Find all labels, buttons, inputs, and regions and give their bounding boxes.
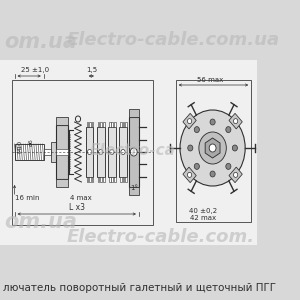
Bar [87, 177, 88, 182]
Circle shape [110, 149, 114, 154]
Bar [125, 122, 127, 127]
Bar [100, 177, 102, 182]
Circle shape [226, 164, 231, 169]
Text: Electro-cable.com.ua: Electro-cable.com.ua [67, 31, 280, 49]
Circle shape [210, 171, 215, 177]
Text: L х3: L х3 [69, 203, 85, 212]
Bar [98, 177, 99, 182]
Polygon shape [229, 167, 242, 183]
Text: 1,5: 1,5 [87, 67, 98, 73]
Text: Electro-ca: Electro-ca [90, 143, 176, 158]
Bar [125, 177, 127, 182]
Bar [56, 149, 68, 155]
Bar [111, 177, 113, 182]
Bar [92, 122, 93, 127]
Circle shape [188, 145, 193, 151]
Bar [56, 117, 68, 125]
Bar [56, 125, 68, 179]
Bar [92, 177, 93, 182]
Bar [89, 122, 91, 127]
Circle shape [232, 145, 238, 151]
Text: 1°: 1° [130, 185, 138, 191]
Polygon shape [183, 167, 196, 183]
Bar [129, 117, 139, 187]
Circle shape [180, 110, 245, 186]
Bar [111, 122, 113, 127]
Bar [120, 177, 122, 182]
Text: 56 max: 56 max [197, 77, 224, 83]
Bar [51, 142, 56, 162]
Bar [114, 177, 116, 182]
Bar [15, 144, 44, 160]
Polygon shape [229, 113, 242, 129]
Text: 42 max: 42 max [190, 215, 216, 221]
Circle shape [194, 127, 200, 133]
Bar [0, 60, 257, 245]
Circle shape [233, 118, 238, 124]
Bar [120, 122, 122, 127]
Bar [123, 122, 124, 127]
Text: 16 min: 16 min [15, 195, 39, 201]
Bar [114, 122, 116, 127]
Circle shape [188, 118, 192, 124]
Bar [109, 177, 111, 182]
Circle shape [188, 172, 192, 177]
Circle shape [233, 172, 238, 177]
Bar [109, 122, 111, 127]
Polygon shape [183, 113, 196, 129]
Bar [103, 122, 105, 127]
Circle shape [226, 127, 231, 133]
Circle shape [209, 144, 216, 152]
Text: om.ua: om.ua [4, 212, 77, 232]
Bar [98, 122, 99, 127]
Bar [119, 127, 127, 177]
Bar [12, 80, 153, 225]
Text: 4 max: 4 max [70, 195, 92, 201]
Polygon shape [205, 138, 220, 158]
Bar [129, 187, 139, 195]
Text: Electro-cable.com.: Electro-cable.com. [67, 228, 255, 246]
Bar [108, 127, 116, 177]
Bar [44, 149, 51, 155]
Circle shape [99, 149, 103, 154]
Text: М10: М10 [17, 140, 22, 153]
Bar [87, 122, 88, 127]
Bar [103, 177, 105, 182]
Circle shape [87, 149, 92, 154]
Circle shape [121, 149, 125, 154]
Circle shape [194, 164, 200, 169]
Bar [123, 177, 124, 182]
Bar [176, 80, 251, 222]
Bar [56, 179, 68, 187]
Text: ø6: ø6 [28, 138, 33, 146]
Text: om.ua: om.ua [4, 32, 77, 52]
Bar [86, 127, 93, 177]
Text: 25 ±1,0: 25 ±1,0 [21, 67, 49, 73]
Bar [129, 109, 139, 117]
Circle shape [210, 119, 215, 125]
Circle shape [199, 132, 226, 164]
Bar [89, 177, 91, 182]
Text: лючатель поворотный галетный и щеточный ПГГ: лючатель поворотный галетный и щеточный … [3, 283, 276, 293]
Circle shape [130, 148, 137, 156]
Text: 40 ±0,2: 40 ±0,2 [189, 208, 217, 214]
Bar [97, 127, 105, 177]
Bar [100, 122, 102, 127]
